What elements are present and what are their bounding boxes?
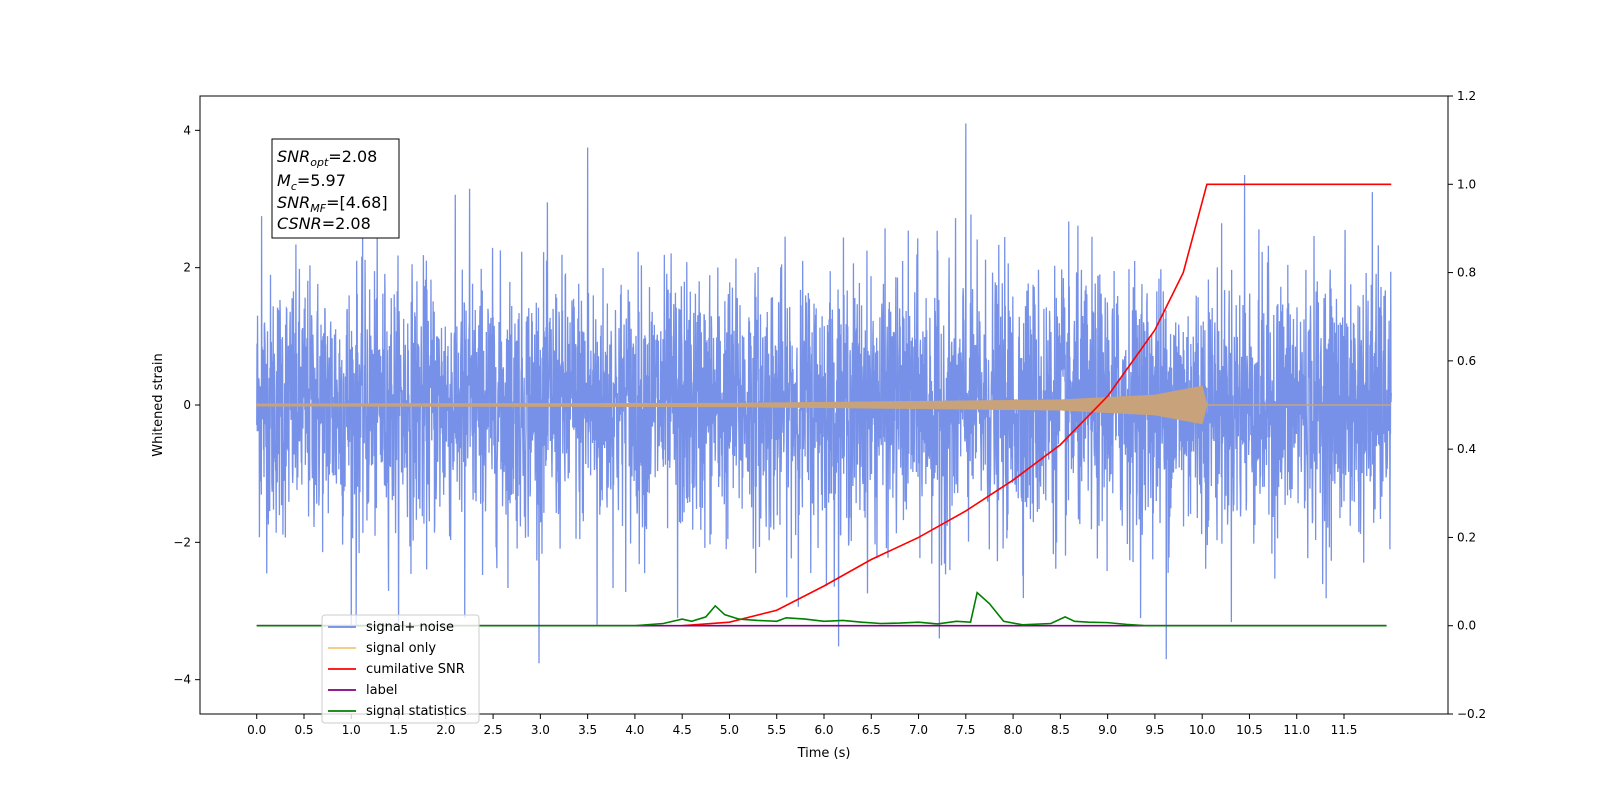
legend-label: label: [366, 683, 397, 698]
y2-tick-label: 0.4: [1457, 442, 1476, 456]
series-signal-statistics: [256, 591, 1387, 627]
legend-items: signal+ noise signal only cumilative SNR la…: [328, 620, 467, 719]
y-tick-label: 2: [183, 261, 191, 275]
legend-frame: [321, 614, 480, 724]
annotation-snr-opt: SNRopt=2.08: [277, 147, 377, 169]
series-layer: [256, 123, 1392, 664]
x-tick-label: 4.0: [625, 723, 644, 737]
x-tick-label: 2.5: [484, 723, 503, 737]
x-tick-label: 5.5: [767, 723, 786, 737]
x-tick-label: 10.5: [1236, 723, 1263, 737]
x-tick-label: 7.0: [909, 723, 928, 737]
y-axis-left: 4 2 0 −2 −4: [173, 123, 200, 687]
y-tick-label: −2: [173, 535, 191, 549]
y-axis-right: 1.2 1.0 0.8 0.6 0.4 0.2 0.0 −0.2: [1448, 89, 1486, 721]
y-tick-label: −4: [173, 673, 191, 687]
annotation-frame: [271, 138, 400, 239]
series-signal-only: [256, 385, 1392, 425]
x-tick-label: 6.0: [814, 723, 833, 737]
annotation-snr-mf: SNRMF=[4.68]: [277, 193, 388, 215]
y2-tick-label: 0.6: [1457, 354, 1476, 368]
x-tick-label: 3.0: [531, 723, 550, 737]
x-tick-label: 8.0: [1004, 723, 1023, 737]
x-tick-label: 10.0: [1189, 723, 1216, 737]
y-axis-label: Whitened strain: [151, 353, 166, 456]
x-tick-label: 9.5: [1145, 723, 1164, 737]
y-tick-label: 0: [183, 398, 191, 412]
legend-label: signal+ noise: [366, 620, 454, 635]
x-tick-label: 1.5: [389, 723, 408, 737]
y2-tick-label: 1.2: [1457, 89, 1476, 103]
x-tick-label: 8.5: [1051, 723, 1070, 737]
x-tick-label: 3.5: [578, 723, 597, 737]
y2-tick-label: 1.0: [1457, 177, 1476, 191]
x-axis-label: Time (s): [797, 746, 851, 761]
x-tick-label: 0.0: [247, 723, 266, 737]
x-tick-label: 0.5: [294, 723, 313, 737]
x-tick-label: 4.5: [673, 723, 692, 737]
series-cumulative-snr: [682, 183, 1392, 627]
x-tick-label: 6.5: [862, 723, 881, 737]
legend-label: signal only: [366, 641, 436, 656]
annotation-box: SNRopt=2.08 Mc=5.97 SNRMF=[4.68] CSNR=2.…: [271, 138, 400, 239]
x-tick-label: 11.0: [1283, 723, 1310, 737]
y2-tick-label: 0.0: [1457, 619, 1476, 633]
annotation-mc: Mc=5.97: [277, 171, 346, 193]
x-tick-label: 9.0: [1098, 723, 1117, 737]
legend-label: signal statistics: [366, 704, 467, 719]
y-tick-label: 4: [183, 123, 191, 137]
x-axis: 0.0 0.5 1.0 1.5 2.0 2.5 3.0 3.5 4.0 4.5 5.0 5.5 6.0 6…: [247, 714, 1357, 737]
x-tick-label: 1.0: [342, 723, 361, 737]
x-tick-label: 7.5: [956, 723, 975, 737]
y2-tick-label: −0.2: [1457, 707, 1486, 721]
x-tick-label: 11.5: [1331, 723, 1358, 737]
x-tick-label: 2.0: [436, 723, 455, 737]
x-tick-label: 5.0: [720, 723, 739, 737]
legend-label: cumilative SNR: [366, 662, 465, 677]
y2-tick-label: 0.2: [1457, 530, 1476, 544]
annotation-csnr: CSNR=2.08: [277, 214, 371, 233]
y2-tick-label: 0.8: [1457, 266, 1476, 280]
legend: signal+ noise signal only cumilative SNR la…: [321, 614, 480, 724]
